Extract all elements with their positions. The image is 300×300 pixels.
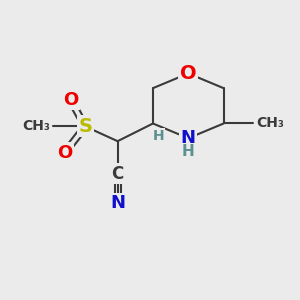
Text: O: O [180, 64, 196, 83]
Text: C: C [112, 165, 124, 183]
Text: H: H [153, 129, 165, 143]
Text: N: N [110, 194, 125, 212]
Text: CH₃: CH₃ [22, 119, 50, 134]
Text: N: N [181, 129, 196, 147]
Text: S: S [78, 117, 92, 136]
Text: O: O [57, 144, 72, 162]
Text: O: O [63, 91, 78, 109]
Text: H: H [182, 144, 195, 159]
Text: CH₃: CH₃ [256, 116, 284, 130]
